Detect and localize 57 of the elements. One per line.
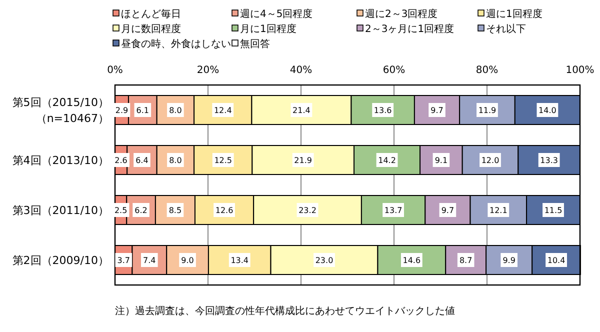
data-label: 9.7 (430, 106, 444, 115)
data-label: 13.7 (384, 206, 402, 215)
data-label: 8.0 (169, 106, 182, 115)
data-label: 23.0 (315, 256, 334, 265)
data-label: 11.5 (544, 206, 562, 215)
legend-label: 2～3ヶ月に1回程度 (365, 23, 454, 35)
data-label: 12.4 (214, 106, 232, 115)
x-tick-label: 40% (290, 65, 312, 76)
legend-label: ほとんど毎日 (121, 8, 181, 20)
data-label: 12.6 (215, 206, 234, 215)
data-label: 10.4 (547, 256, 566, 265)
data-label: 14.0 (538, 106, 556, 115)
x-tick-label: 80% (476, 65, 498, 76)
data-label: 8.7 (459, 256, 472, 265)
data-label: 11.9 (478, 106, 496, 115)
data-label: 7.4 (143, 256, 156, 265)
legend-label: 月に1回程度 (240, 23, 296, 35)
legend-label: 無回答 (240, 38, 270, 50)
data-label: 2.5 (114, 206, 128, 215)
data-label: 2.9 (115, 106, 128, 115)
legend-label: それ以下 (486, 23, 526, 35)
x-tick-label: 60% (382, 65, 406, 76)
data-label: 14.2 (378, 156, 396, 165)
y-tick-label: 第4回（2013/10） (12, 154, 109, 167)
data-label: 6.2 (134, 206, 148, 215)
legend-label: 昼食の時、外食はしない (121, 38, 231, 50)
data-label: 12.0 (481, 156, 500, 165)
data-label: 12.1 (489, 206, 508, 215)
data-label: 6.4 (136, 156, 148, 165)
data-label: 13.6 (374, 106, 392, 115)
y-tick-label: 第3回（2011/10） (12, 204, 109, 217)
x-tick-label: 20% (196, 65, 220, 76)
data-label: 6.1 (136, 106, 150, 115)
data-label: 23.2 (298, 206, 316, 215)
text: 注）過去調査は、今回調査の性年代構成比にあわせてウエイトバックした値 (115, 305, 455, 317)
data-label: 9.9 (502, 256, 516, 265)
data-label: 8.0 (169, 156, 182, 165)
x-tick-label: 0% (107, 65, 123, 76)
x-tick-label: 100% (566, 65, 594, 76)
legend-label: 週に4～5回程度 (240, 8, 313, 20)
data-label: 12.5 (214, 156, 232, 165)
data-label: 8.5 (168, 206, 182, 215)
y-tick-label: 第5回（2015/10）（n=10467） (12, 96, 109, 125)
data-label: 21.4 (292, 106, 310, 115)
data-label: 13.4 (230, 256, 249, 265)
data-label: 9.7 (441, 206, 454, 215)
legend-label: 週に2～3回程度 (365, 8, 438, 20)
data-label: 9.0 (181, 256, 194, 265)
legend-label: 月に数回程度 (121, 23, 181, 35)
data-label: 13.3 (540, 156, 558, 165)
data-label: 3.7 (117, 256, 130, 265)
legend-label: 週に1回程度 (486, 8, 542, 20)
data-label: 14.6 (402, 256, 421, 265)
y-tick-label: 第2回（2009/10） (12, 254, 109, 267)
data-label: 2.6 (114, 156, 128, 165)
data-label: 9.1 (434, 156, 448, 165)
data-label: 21.9 (294, 156, 312, 165)
